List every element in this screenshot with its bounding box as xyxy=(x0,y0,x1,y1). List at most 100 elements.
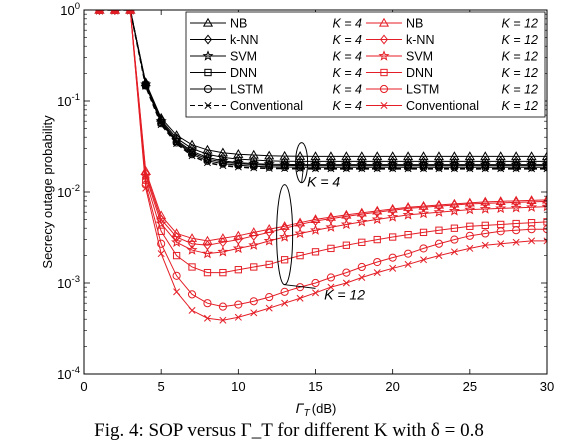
data-point xyxy=(541,151,547,161)
series-line xyxy=(99,10,547,162)
legend-marker xyxy=(380,101,388,110)
data-point xyxy=(95,10,103,14)
data-point xyxy=(203,149,212,160)
data-point xyxy=(142,82,150,90)
data-point xyxy=(280,256,289,264)
data-point xyxy=(373,165,381,173)
data-point xyxy=(388,253,397,262)
data-point xyxy=(187,150,197,159)
y-tick-label: 10-3 xyxy=(57,274,80,291)
data-point xyxy=(201,247,213,259)
data-point xyxy=(527,196,536,207)
series-line xyxy=(99,10,547,308)
data-point xyxy=(433,206,445,217)
legend-entry: Conventional K = 12 xyxy=(366,99,538,113)
data-point xyxy=(311,248,320,256)
data-point xyxy=(188,306,196,314)
data-point xyxy=(249,162,258,171)
data-point xyxy=(373,235,381,244)
data-point xyxy=(172,232,181,243)
legend-marker xyxy=(378,50,390,61)
y-tick-base: 10 xyxy=(57,367,71,382)
legend-entry: Conventional K = 4 xyxy=(190,99,362,113)
figure-caption: Fig. 4: SOP versus Γ_T for different K w… xyxy=(94,420,484,440)
x-tick-label: 10 xyxy=(231,379,245,394)
data-point xyxy=(357,262,366,272)
legend-marker xyxy=(378,17,390,27)
data-point xyxy=(232,242,244,254)
data-point xyxy=(219,268,227,277)
data-point xyxy=(435,226,443,234)
data-point xyxy=(203,156,212,165)
series-conventional-4 xyxy=(95,10,547,173)
legend-entry: NB K = 4 xyxy=(190,17,362,31)
data-point xyxy=(327,165,335,173)
data-point xyxy=(157,250,165,258)
data-point xyxy=(265,260,273,269)
legend-k: K = 4 xyxy=(332,50,362,64)
legend-k: K = 4 xyxy=(332,83,362,97)
data-point xyxy=(542,156,547,167)
data-point xyxy=(234,163,242,171)
data-point xyxy=(294,227,306,239)
data-point xyxy=(342,268,351,277)
data-point xyxy=(543,237,547,245)
legend-method: k-NN xyxy=(406,33,434,47)
data-point xyxy=(541,200,547,212)
data-point xyxy=(419,202,428,213)
legend-k: K = 12 xyxy=(502,50,539,64)
data-point xyxy=(358,238,366,246)
data-point xyxy=(311,278,320,288)
data-point xyxy=(311,163,320,172)
data-point xyxy=(358,273,366,281)
legend-method: NB xyxy=(406,17,423,31)
data-point xyxy=(203,314,211,322)
legend-k: K = 12 xyxy=(502,17,539,31)
series-line xyxy=(99,10,547,321)
y-tick-exponent: -2 xyxy=(72,183,80,194)
legend: NB K = 4 k-NN K = 4 SVM K = 4 DNN K = 4 LSTM K = … xyxy=(185,11,546,118)
legend-k: K = 4 xyxy=(332,66,362,80)
data-point xyxy=(404,249,413,258)
data-point xyxy=(435,165,443,173)
data-point xyxy=(188,263,196,271)
data-point xyxy=(528,165,536,173)
data-point xyxy=(510,202,522,213)
legend-method: SVM xyxy=(230,50,257,64)
legend-entry: DNN K = 4 xyxy=(190,66,362,80)
y-tick-label: 10-2 xyxy=(57,183,80,200)
data-point xyxy=(418,207,430,219)
data-point xyxy=(171,236,183,248)
legend-entry: SVM K = 12 xyxy=(366,50,538,64)
data-point xyxy=(157,119,166,128)
data-point xyxy=(387,211,399,222)
legend-marker xyxy=(202,50,214,61)
data-point xyxy=(250,164,258,172)
data-point xyxy=(326,273,336,282)
legend-entry: k-NN K = 4 xyxy=(190,33,362,47)
data-point xyxy=(404,203,413,214)
data-point xyxy=(186,244,198,255)
x-tick-label: 15 xyxy=(308,379,322,394)
x-axis-label-symbol: Γ xyxy=(296,400,305,416)
data-point xyxy=(342,163,351,172)
x-axis-label: ΓT (dB) xyxy=(296,400,337,419)
data-point xyxy=(419,228,428,237)
legend-marker xyxy=(380,68,388,77)
data-point xyxy=(450,163,459,172)
data-point xyxy=(279,221,290,230)
data-point xyxy=(465,163,474,172)
data-point xyxy=(448,205,460,216)
y-axis-label: Secrecy outage probability xyxy=(40,115,55,269)
series-dnn-12 xyxy=(95,10,547,277)
data-point xyxy=(249,297,258,306)
data-point xyxy=(186,233,198,242)
y-tick-label: 10-4 xyxy=(57,365,80,382)
data-point xyxy=(203,159,211,167)
data-point xyxy=(527,225,536,234)
data-point xyxy=(464,203,476,215)
legend-entry: SVM K = 4 xyxy=(190,50,362,64)
k12-annotation: K = 12 xyxy=(324,286,365,302)
data-point xyxy=(512,197,521,208)
data-point xyxy=(402,209,414,220)
